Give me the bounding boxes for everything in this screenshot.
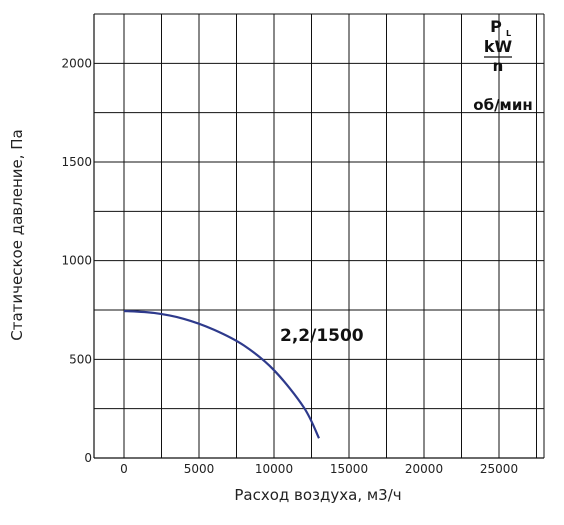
series-line	[123, 309, 320, 439]
y-tick-labels: 0 500 1000 1500 2000	[61, 56, 92, 465]
legend-speed-unit: об/мин	[473, 96, 532, 114]
series: 2,2/1500	[123, 309, 364, 439]
y-axis-title: Статическое давление, Па	[8, 129, 26, 340]
legend-power-unit: kW	[484, 37, 513, 56]
y-tick-label: 0	[84, 451, 92, 465]
x-tick-label: 15000	[330, 462, 368, 476]
y-tick-label: 2000	[61, 56, 92, 70]
y-tick-label: 1500	[61, 155, 92, 169]
x-tick-label: 5000	[184, 462, 215, 476]
x-tick-label: 20000	[405, 462, 443, 476]
legend-power-symbol: P	[490, 17, 502, 36]
plot-frame	[93, 13, 545, 459]
legend-power-subscript: L	[506, 29, 511, 38]
x-tick-label: 10000	[255, 462, 293, 476]
series-label: 2,2/1500	[280, 326, 364, 346]
y-tick-label: 500	[69, 352, 92, 366]
x-tick-label: 25000	[480, 462, 518, 476]
x-tick-labels: 0 5000 10000 15000 20000 25000	[120, 462, 518, 476]
grid	[94, 14, 544, 458]
x-axis-title: Расход воздуха, м3/ч	[234, 486, 401, 504]
legend-speed-symbol: n	[493, 57, 504, 75]
legend: P L kW n об/мин	[473, 17, 532, 114]
x-tick-label: 0	[120, 462, 128, 476]
y-tick-label: 1000	[61, 254, 92, 268]
